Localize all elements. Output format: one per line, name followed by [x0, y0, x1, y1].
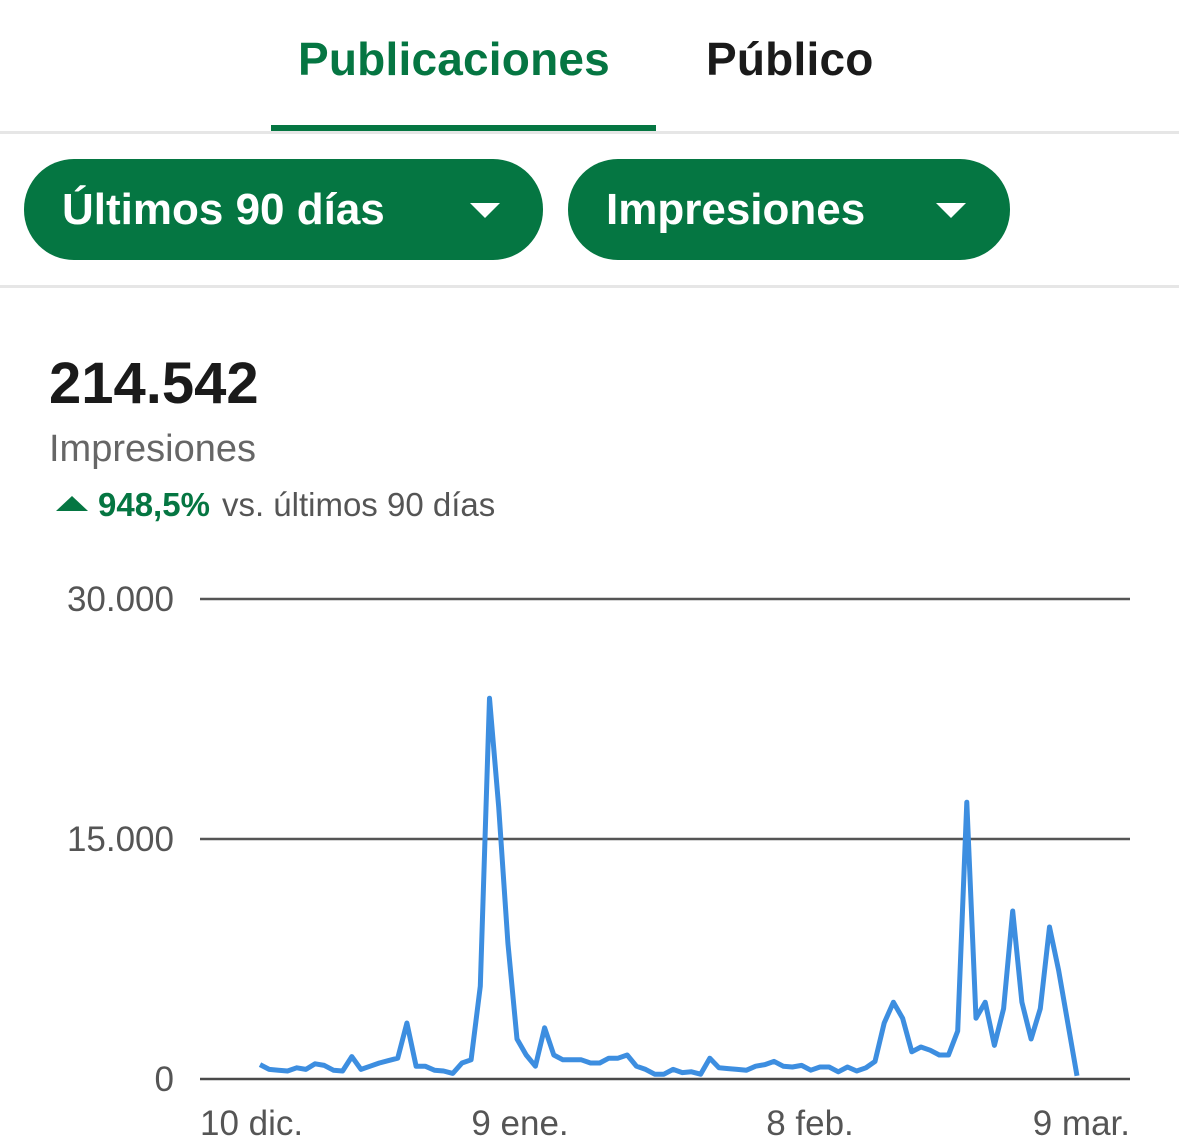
change-percent: 948,5% [98, 486, 210, 523]
impressions-line-chart: 30.000 15.000 0 10 dic. 9 ene. 8 feb. 9 mar. [67, 580, 1130, 1142]
metric-change: 948,5% vs. últimos 90 días [56, 486, 495, 524]
date-range-label: Últimos 90 días [62, 184, 385, 234]
active-tab-indicator [271, 125, 656, 131]
date-range-dropdown[interactable]: Últimos 90 días [24, 159, 543, 260]
tab-publicaciones[interactable]: Publicaciones [298, 33, 610, 85]
filter-bar: Últimos 90 días Impresiones [0, 134, 1179, 288]
chevron-down-icon [470, 203, 500, 218]
tab-publico[interactable]: Público [706, 33, 874, 85]
metric-dropdown[interactable]: Impresiones [568, 159, 1010, 260]
change-comparison: vs. últimos 90 días [221, 486, 496, 523]
y-tick-label: 0 [155, 1060, 174, 1099]
x-tick-label: 10 dic. [200, 1104, 303, 1142]
tab-bar: Publicaciones Público [0, 0, 1179, 134]
x-tick-label: 9 ene. [471, 1104, 568, 1142]
series-line-impressions [258, 695, 1080, 1077]
x-tick-label: 9 mar. [1033, 1104, 1130, 1142]
chevron-down-icon [936, 203, 966, 218]
x-tick-label: 8 feb. [766, 1104, 854, 1142]
metric-total: 214.542 [49, 351, 259, 416]
y-tick-label: 15.000 [67, 820, 174, 859]
triangle-up-icon [56, 495, 88, 511]
y-tick-label: 30.000 [67, 580, 174, 619]
metric-dropdown-label: Impresiones [606, 184, 866, 234]
metric-label: Impresiones [49, 428, 256, 470]
